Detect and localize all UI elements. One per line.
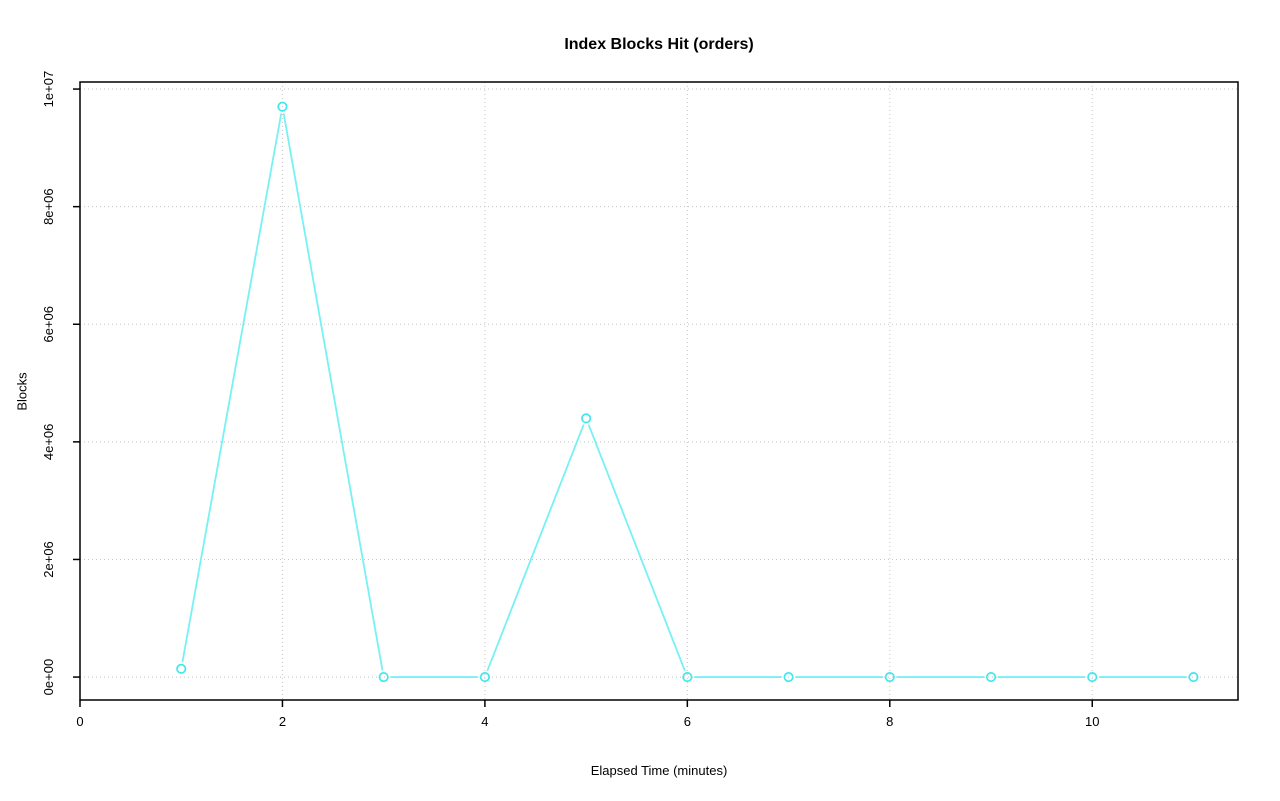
data-point-marker (783, 672, 794, 683)
data-point-marker (884, 672, 895, 683)
y-tick-label: 2e+06 (41, 541, 56, 578)
data-point-marker (277, 101, 288, 112)
x-tick-label: 8 (886, 714, 893, 729)
chart-title: Index Blocks Hit (orders) (564, 36, 754, 53)
data-point-marker (378, 672, 389, 683)
series-line-segment (181, 113, 283, 663)
x-tick-label: 4 (481, 714, 488, 729)
data-point-marker (581, 413, 592, 424)
x-tick-label: 10 (1085, 714, 1099, 729)
y-axis-label: Blocks (14, 372, 30, 411)
plot-border (79, 81, 1239, 701)
y-tick-label: 1e+07 (41, 71, 56, 108)
y-tick-label: 8e+06 (41, 188, 56, 225)
data-point-marker (176, 663, 187, 674)
data-point-marker (1087, 672, 1098, 683)
x-tick-label: 0 (76, 714, 83, 729)
y-tick-label: 4e+06 (41, 424, 56, 461)
data-point-marker (985, 672, 997, 683)
data-point-marker (479, 672, 490, 683)
data-point-marker (1188, 672, 1199, 683)
y-tick-label: 0e+00 (41, 659, 56, 696)
series-line-segment (587, 424, 686, 671)
y-tick-label: 6e+06 (41, 306, 56, 343)
x-tick-label: 6 (684, 714, 691, 729)
x-tick-label: 2 (279, 714, 286, 729)
data-point-marker (682, 672, 693, 683)
series-line-segment (486, 424, 585, 671)
x-axis-label: Elapsed Time (minutes) (590, 763, 728, 778)
series-line-segment (282, 113, 384, 671)
